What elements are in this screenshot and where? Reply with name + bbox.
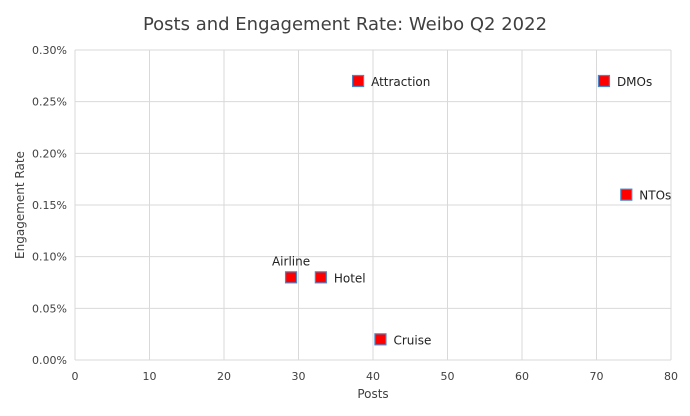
x-tick-label: 70: [590, 370, 604, 383]
data-point-label: Attraction: [371, 75, 430, 89]
data-point-marker: [374, 333, 387, 346]
y-tick-label: 0.20%: [32, 147, 67, 160]
data-points: Attraction DMOs NTOs Airline Hotel Cruise: [272, 74, 671, 347]
x-tick-label: 0: [72, 370, 79, 383]
tick-labels: 0 10 20 30 40 50 60 70 80 0.00% 0.05% 0.10% 0.15% 0.2…: [32, 44, 678, 383]
gridlines: [74, 49, 672, 361]
y-tick-label: 0.00%: [32, 354, 67, 367]
x-tick-label: 30: [292, 370, 306, 383]
data-point-marker: [352, 74, 365, 88]
data-point-label: Airline: [272, 254, 310, 268]
x-axis-label: Posts: [357, 387, 388, 401]
data-point-marker: [314, 271, 327, 284]
data-point-label: NTOs: [639, 189, 671, 203]
y-tick-label: 0.10%: [32, 251, 67, 264]
x-tick-label: 20: [217, 370, 231, 383]
data-point-label: Hotel: [334, 271, 366, 285]
data-point-label: Cruise: [393, 333, 431, 347]
x-tick-label: 60: [515, 370, 529, 383]
x-tick-label: 80: [664, 370, 678, 383]
y-tick-label: 0.30%: [32, 44, 67, 57]
y-tick-label: 0.05%: [32, 302, 67, 315]
data-point-marker: [620, 188, 633, 201]
y-axis-label: Engagement Rate: [13, 151, 27, 259]
x-tick-label: 10: [143, 370, 157, 383]
chart-title: Posts and Engagement Rate: Weibo Q2 2022: [143, 14, 547, 35]
y-tick-label: 0.15%: [32, 199, 67, 212]
x-tick-label: 40: [366, 370, 380, 383]
data-point-marker: [597, 74, 611, 88]
data-point-marker: [284, 271, 298, 284]
x-tick-label: 50: [441, 370, 455, 383]
data-point-label: DMOs: [617, 75, 652, 89]
y-tick-label: 0.25%: [32, 96, 67, 109]
